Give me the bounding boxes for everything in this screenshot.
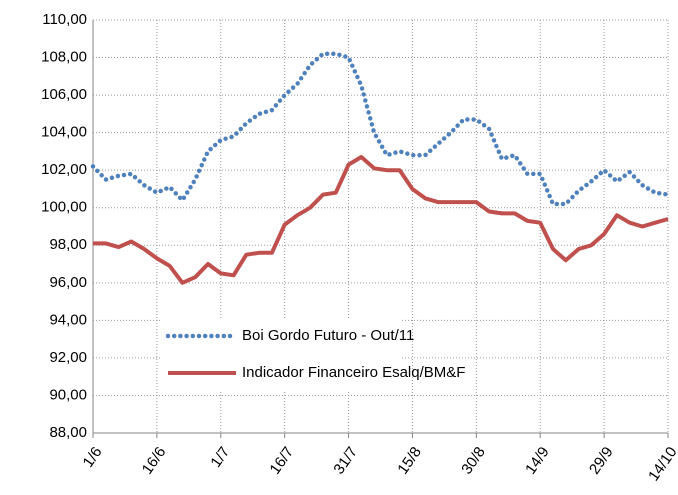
y-tick-label: 102,00 — [41, 161, 87, 178]
y-tick-label: 98,00 — [49, 236, 87, 253]
y-tick-label: 104,00 — [41, 124, 87, 141]
x-tick-label: 1/6 — [80, 444, 106, 471]
x-tick-label: 14/9 — [522, 444, 553, 478]
legend: Boi Gordo Futuro - Out/11 Indicador Finan… — [160, 318, 465, 392]
x-tick-label: 16/7 — [267, 444, 298, 478]
legend-box — [160, 318, 400, 392]
y-tick-label: 108,00 — [41, 49, 87, 66]
y-tick-label: 92,00 — [49, 349, 87, 366]
y-tick-label: 90,00 — [49, 386, 87, 403]
y-tick-label: 100,00 — [41, 199, 87, 216]
x-tick-label: 15/8 — [394, 444, 425, 478]
x-tick-label: 14/10 — [645, 444, 678, 485]
y-tick-label: 96,00 — [49, 274, 87, 291]
x-tick-label: 30/8 — [458, 444, 489, 478]
y-tick-label: 94,00 — [49, 311, 87, 328]
y-tick-label: 106,00 — [41, 86, 87, 103]
series-line — [90, 51, 671, 207]
legend-label: Boi Gordo Futuro - Out/11 — [242, 327, 414, 344]
x-tick-label: 1/7 — [207, 444, 233, 471]
y-tick-label: 110,00 — [42, 11, 87, 28]
legend-label: Indicador Financeiro Esalq/BM&F — [242, 364, 465, 381]
series-line — [93, 155, 669, 285]
x-tick-label: 16/6 — [139, 444, 170, 478]
y-tick-label: 88,00 — [49, 424, 87, 441]
x-tick-label: 29/9 — [586, 444, 617, 478]
x-tick-label: 31/7 — [330, 444, 361, 478]
